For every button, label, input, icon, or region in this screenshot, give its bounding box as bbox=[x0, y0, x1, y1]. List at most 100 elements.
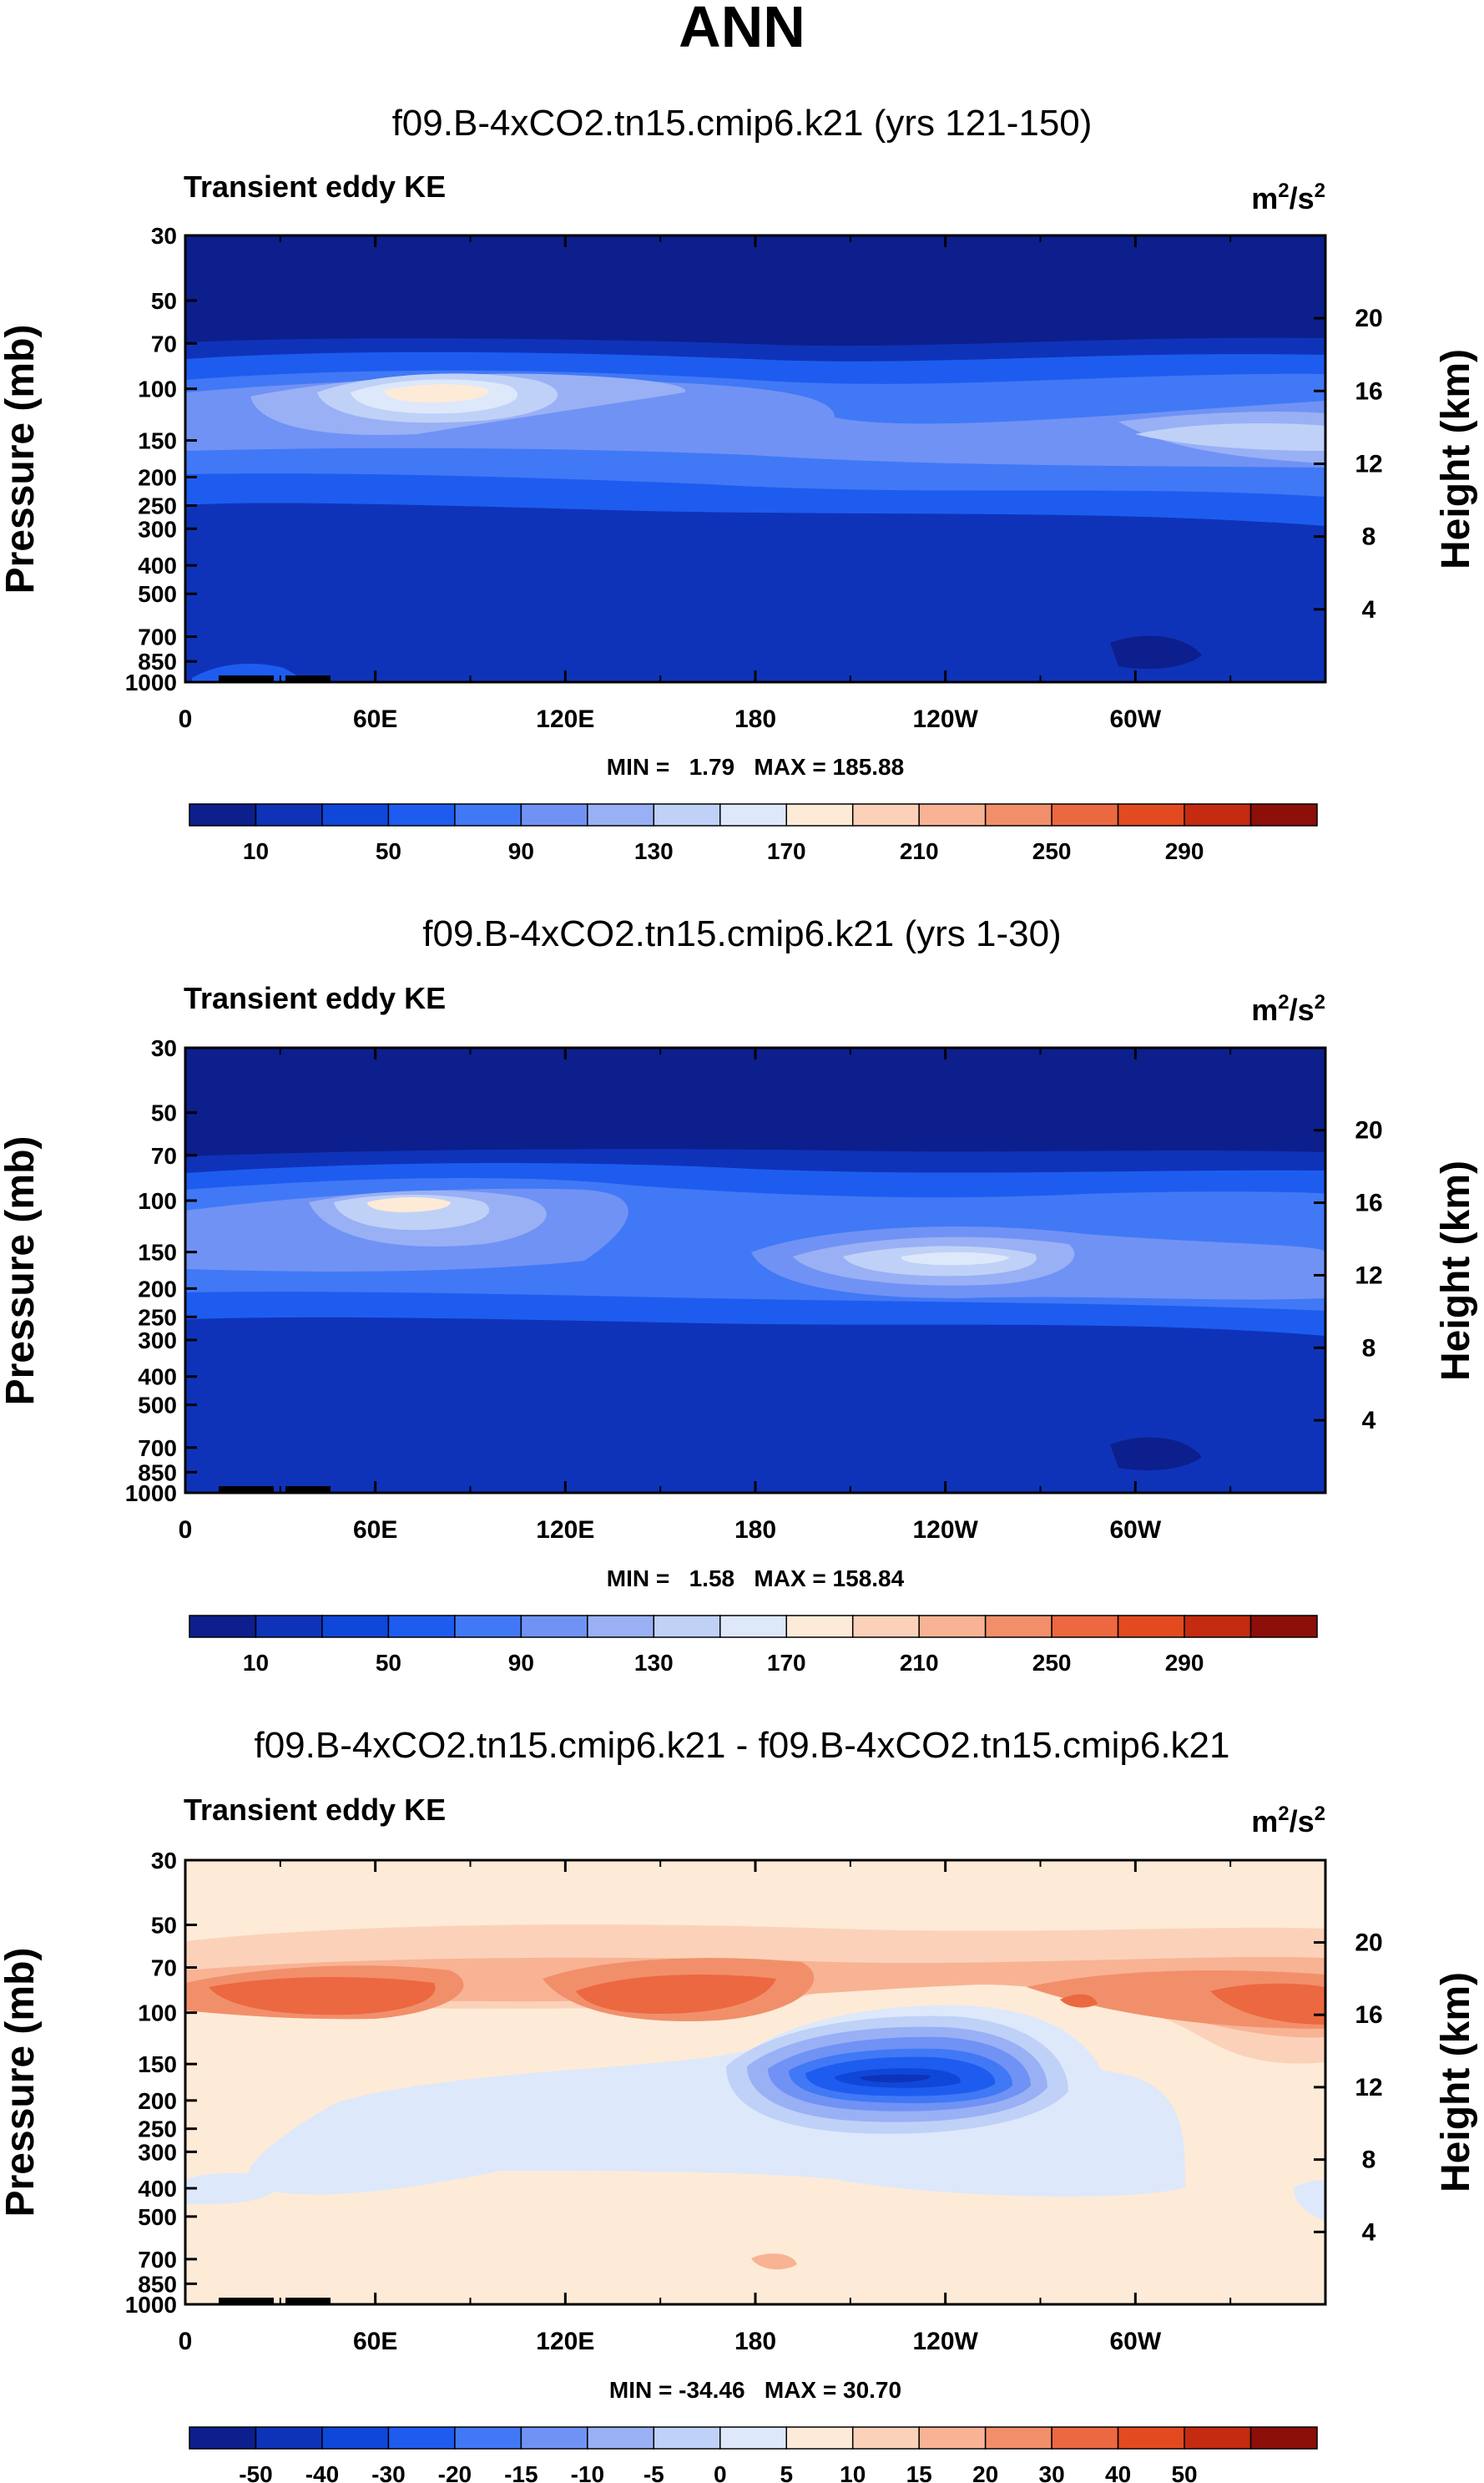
colorbar-label: 0 bbox=[714, 2461, 727, 2483]
colorbar-label: 130 bbox=[634, 1650, 674, 1676]
x-tick-label: 120W bbox=[912, 1516, 978, 1544]
colorbar-swatch bbox=[321, 1615, 390, 1638]
x-tick-label: 120E bbox=[536, 1516, 594, 1544]
colorbar-label: 170 bbox=[767, 838, 806, 864]
colorbar-swatch bbox=[719, 1615, 787, 1638]
colorbar-swatch bbox=[454, 1615, 522, 1638]
x-tick-label: 120W bbox=[912, 2328, 978, 2355]
x-tick-label: 120W bbox=[912, 705, 978, 733]
colorbar-label: 130 bbox=[634, 838, 674, 864]
y-tick-label: 1000 bbox=[125, 670, 177, 695]
y-tick-label: 400 bbox=[138, 1364, 177, 1390]
y2-tick-label: 12 bbox=[1355, 450, 1382, 478]
colorbar-swatch bbox=[1184, 2426, 1252, 2450]
y-tick-label: 500 bbox=[138, 581, 177, 607]
min-max-stats: MIN = -34.46 MAX = 30.70 bbox=[609, 2377, 901, 2403]
colorbar-swatch bbox=[1051, 2426, 1119, 2450]
contour-field bbox=[185, 1048, 1325, 1493]
field-label: Transient eddy KE bbox=[184, 1793, 446, 1827]
y2-axis-label: Height (km) bbox=[1434, 1161, 1478, 1381]
colorbar-label: -30 bbox=[371, 2461, 405, 2483]
topography bbox=[285, 1486, 331, 1493]
colorbar-label: -5 bbox=[644, 2461, 664, 2483]
y-tick-label: 50 bbox=[151, 1913, 177, 1939]
y-tick-label: 100 bbox=[138, 1188, 177, 1214]
y-tick-label: 30 bbox=[151, 1848, 177, 1874]
colorbar-swatch bbox=[918, 803, 987, 827]
colorbar-label: 50 bbox=[376, 838, 401, 864]
colorbar-swatch bbox=[1117, 803, 1185, 827]
colorbar-swatch bbox=[785, 803, 854, 827]
colorbar-swatch bbox=[1249, 1615, 1318, 1638]
y-tick-label: 70 bbox=[151, 331, 177, 357]
colorbar-swatch bbox=[255, 2426, 323, 2450]
colorbar-swatch bbox=[520, 2426, 588, 2450]
topography bbox=[219, 2298, 274, 2304]
x-tick-label: 60E bbox=[353, 705, 397, 733]
y-tick-label: 250 bbox=[138, 2116, 177, 2142]
y-tick-label: 300 bbox=[138, 2139, 177, 2165]
colorbar: -50 -40 -30 -20 -15 -10 -5 0 5 10 15 20 30 40 50 bbox=[189, 2426, 1318, 2483]
y2-tick-label: 12 bbox=[1355, 2074, 1382, 2101]
colorbar-label: -50 bbox=[239, 2461, 272, 2483]
units-label: m2/s2 bbox=[1251, 991, 1325, 1027]
x-tick-label: 0 bbox=[179, 2328, 193, 2355]
colorbar-swatch bbox=[1117, 2426, 1185, 2450]
y2-tick-label: 8 bbox=[1362, 523, 1376, 551]
colorbar-label: 170 bbox=[767, 1650, 806, 1676]
y-tick-label: 200 bbox=[138, 2088, 177, 2114]
y-tick-label: 50 bbox=[151, 1100, 177, 1126]
colorbar-label: 10 bbox=[243, 1650, 269, 1676]
colorbar-label: 290 bbox=[1165, 838, 1204, 864]
x-tick-label: 120E bbox=[536, 705, 594, 733]
colorbar-label: 30 bbox=[1039, 2461, 1065, 2483]
y2-tick-label: 8 bbox=[1362, 1334, 1376, 1362]
colorbar-swatch bbox=[454, 803, 522, 827]
colorbar-swatch bbox=[255, 1615, 323, 1638]
y2-tick-label: 20 bbox=[1355, 1117, 1382, 1145]
x-tick-label: 120E bbox=[536, 2328, 594, 2355]
y2-tick-label: 20 bbox=[1355, 305, 1382, 332]
y-tick-label: 150 bbox=[138, 2051, 177, 2077]
y-tick-label: 500 bbox=[138, 1393, 177, 1418]
y-tick-label: 70 bbox=[151, 1955, 177, 1981]
colorbar-swatch bbox=[587, 1615, 655, 1638]
x-tick-label: 0 bbox=[179, 705, 193, 733]
colorbar-swatch bbox=[1051, 803, 1119, 827]
y-tick-label: 850 bbox=[138, 649, 177, 675]
colorbar-swatch bbox=[1249, 2426, 1318, 2450]
y-tick-label: 1000 bbox=[125, 1480, 177, 1506]
contour-field bbox=[185, 235, 1325, 682]
colorbar-label: -40 bbox=[305, 2461, 339, 2483]
colorbar-swatch bbox=[189, 2426, 257, 2450]
x-tick-label: 180 bbox=[734, 2328, 776, 2355]
x-tick-label: 180 bbox=[734, 705, 776, 733]
colorbar-swatch bbox=[851, 803, 920, 827]
colorbar-swatch bbox=[719, 803, 787, 827]
y2-tick-label: 8 bbox=[1362, 2147, 1376, 2174]
colorbar-swatch bbox=[851, 1615, 920, 1638]
y-tick-label: 50 bbox=[151, 288, 177, 314]
y-tick-label: 400 bbox=[138, 2176, 177, 2202]
y-tick-label: 300 bbox=[138, 516, 177, 542]
colorbar-swatch bbox=[984, 803, 1052, 827]
x-tick-label: 60E bbox=[353, 2328, 397, 2355]
colorbar-label: 250 bbox=[1032, 838, 1072, 864]
y-tick-label: 700 bbox=[138, 1435, 177, 1461]
panel-title: f09.B-4xCO2.tn15.cmip6.k21 (yrs 1-30) bbox=[422, 913, 1061, 954]
y2-tick-label: 16 bbox=[1355, 1190, 1382, 1217]
contour-field bbox=[185, 1860, 1325, 2304]
units-label: m2/s2 bbox=[1251, 1803, 1325, 1838]
y2-tick-label: 4 bbox=[1362, 2218, 1376, 2246]
colorbar-swatch bbox=[851, 2426, 920, 2450]
colorbar-label: 90 bbox=[508, 838, 534, 864]
colorbar-label: 10 bbox=[840, 2461, 866, 2483]
colorbar-swatch bbox=[719, 2426, 787, 2450]
y-tick-label: 300 bbox=[138, 1327, 177, 1353]
colorbar-swatch bbox=[321, 803, 390, 827]
colorbar-swatch bbox=[387, 2426, 456, 2450]
colorbar-swatch bbox=[387, 803, 456, 827]
panel-title: f09.B-4xCO2.tn15.cmip6.k21 - f09.B-4xCO2… bbox=[254, 1725, 1229, 1766]
colorbar: 10 50 90 130 170 210 250 290 bbox=[189, 803, 1318, 864]
colorbar-swatch bbox=[587, 803, 655, 827]
